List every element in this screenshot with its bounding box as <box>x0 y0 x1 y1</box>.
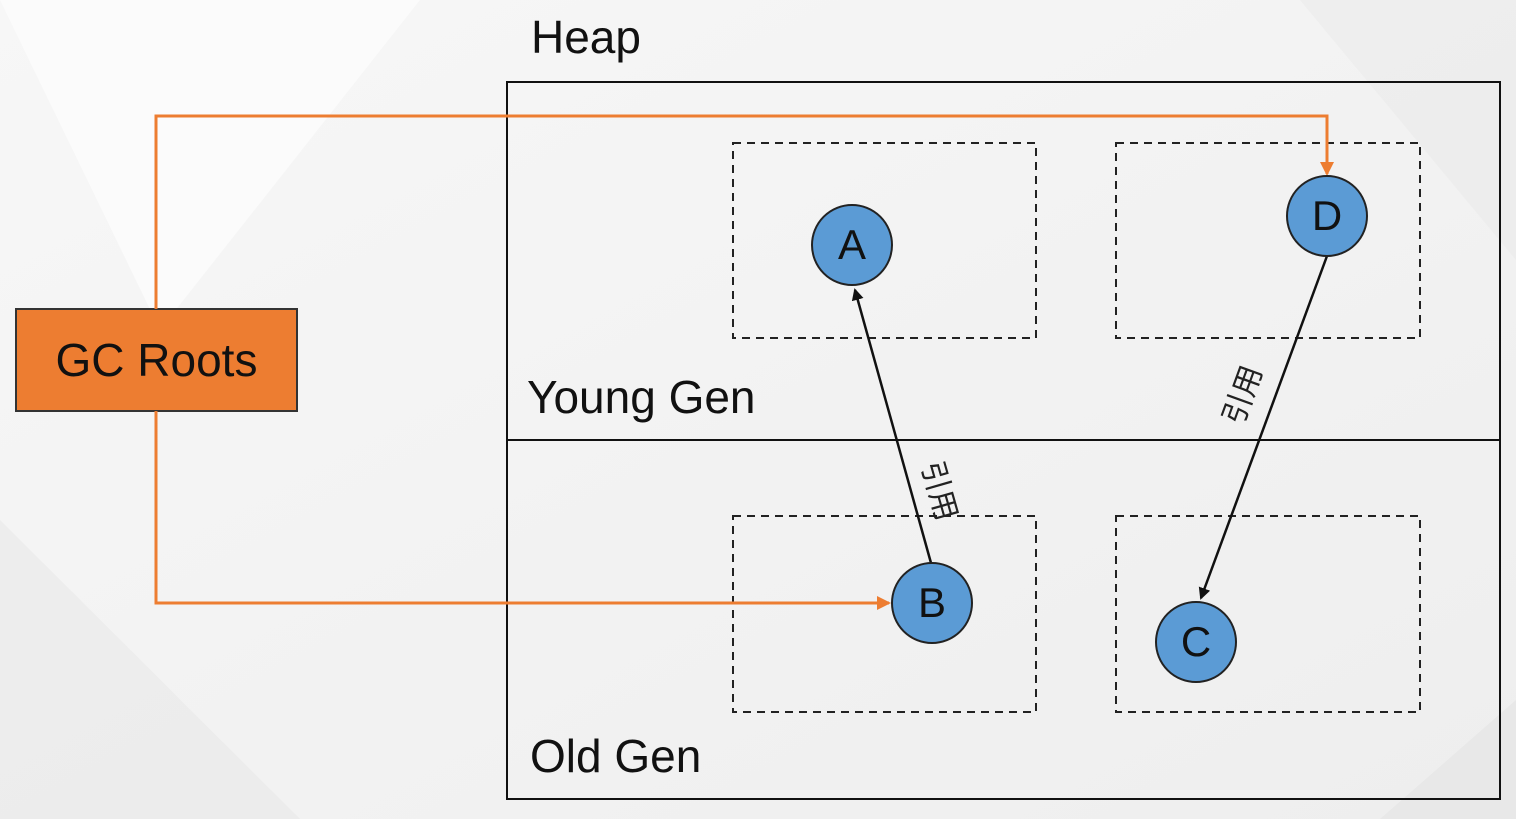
edge-gc-roots-to-b <box>154 411 891 610</box>
edge-b-to-a <box>851 288 933 564</box>
node-a <box>811 204 893 286</box>
old-gen-label: Old Gen <box>530 730 702 782</box>
old-region-right <box>1115 515 1421 713</box>
gc-roots-box <box>15 308 298 412</box>
background-facet <box>0 520 300 819</box>
node-d-label: D <box>1311 192 1343 239</box>
background-facet <box>0 0 420 330</box>
young-gen-label: Young Gen <box>527 371 756 423</box>
node-d <box>1286 175 1368 257</box>
node-c-label: C <box>1180 618 1212 665</box>
young-region-right <box>1115 142 1421 339</box>
background-facet <box>1300 0 1516 260</box>
edge-gc-roots-to-d <box>154 114 1334 309</box>
young-region-left <box>732 142 1037 339</box>
node-b <box>891 562 973 644</box>
node-c <box>1155 601 1237 683</box>
heap-title: Heap <box>531 11 641 63</box>
node-b-label: B <box>917 579 946 626</box>
old-region-left <box>732 515 1037 713</box>
background-facet <box>1380 700 1516 819</box>
node-a-label: A <box>837 221 866 268</box>
edge-d-to-c <box>1198 255 1329 600</box>
gc-roots-label: GC Roots <box>55 334 258 386</box>
